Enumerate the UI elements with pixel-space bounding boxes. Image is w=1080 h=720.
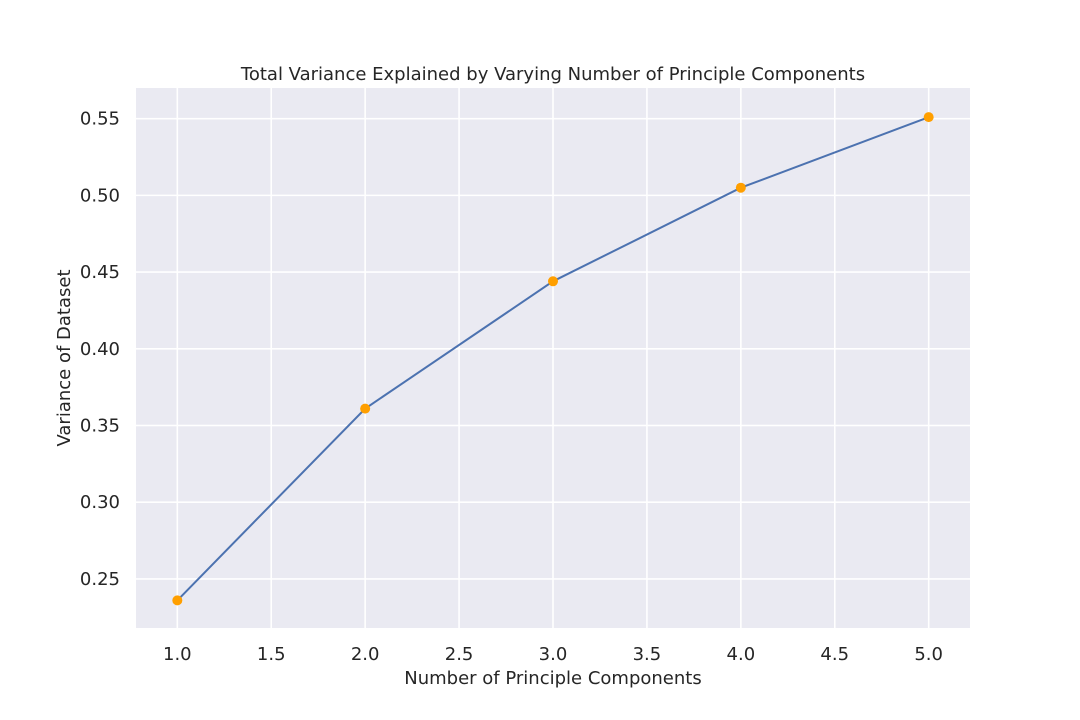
chart-title: Total Variance Explained by Varying Numb… bbox=[240, 64, 865, 85]
data-point bbox=[548, 276, 558, 287]
y-axis-label: Variance of Dataset bbox=[54, 269, 75, 446]
x-axis-label: Number of Principle Components bbox=[404, 668, 701, 689]
y-tick-label: 0.35 bbox=[80, 416, 120, 437]
y-tick-label: 0.25 bbox=[80, 569, 120, 590]
x-tick-label: 3.0 bbox=[539, 644, 568, 665]
data-point bbox=[923, 112, 934, 123]
y-tick-label: 0.55 bbox=[80, 109, 120, 130]
x-tick-label: 2.5 bbox=[445, 644, 474, 665]
x-tick-label: 4.0 bbox=[727, 644, 756, 665]
y-tick-label: 0.50 bbox=[80, 185, 120, 206]
x-tick-label: 3.5 bbox=[633, 644, 662, 665]
data-point bbox=[360, 403, 371, 414]
data-point bbox=[172, 595, 183, 606]
y-tick-labels: 0.25 0.30 0.35 0.40 0.45 0.50 0.55 bbox=[80, 109, 120, 590]
x-tick-label: 2.0 bbox=[351, 644, 380, 665]
data-layer bbox=[172, 112, 934, 606]
x-grid bbox=[176, 88, 930, 628]
data-point bbox=[735, 182, 746, 193]
x-tick-label: 1.5 bbox=[257, 644, 286, 665]
x-tick-labels: 1.0 1.5 2.0 2.5 3.0 3.5 4.0 4.5 5.0 bbox=[163, 644, 943, 665]
y-tick-label: 0.30 bbox=[80, 492, 120, 513]
y-grid bbox=[136, 117, 970, 580]
y-tick-label: 0.40 bbox=[80, 339, 120, 360]
x-tick-label: 1.0 bbox=[163, 644, 192, 665]
x-tick-label: 5.0 bbox=[914, 644, 943, 665]
y-tick-label: 0.45 bbox=[80, 262, 120, 283]
x-tick-label: 4.5 bbox=[820, 644, 849, 665]
